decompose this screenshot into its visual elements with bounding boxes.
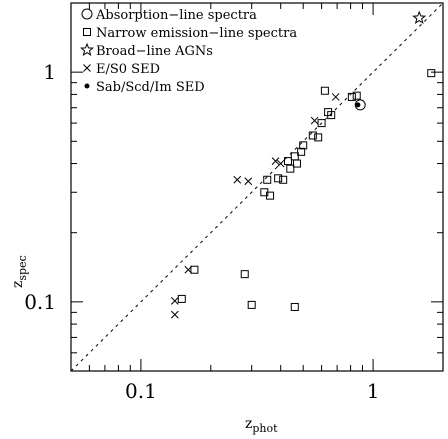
legend-label: E/S0 SED bbox=[96, 62, 160, 77]
data-points bbox=[170, 10, 436, 319]
axis-ticks bbox=[70, 2, 444, 372]
data-point-star bbox=[412, 10, 427, 25]
data-point-square bbox=[347, 92, 356, 101]
data-point-square bbox=[427, 69, 436, 78]
data-point-square bbox=[308, 131, 317, 140]
data-point-square bbox=[190, 265, 199, 274]
legend-label: Absorption−line spectra bbox=[95, 8, 257, 23]
legend-label: Narrow emission−line spectra bbox=[96, 26, 297, 41]
legend-marker-circle bbox=[81, 8, 93, 20]
one-to-one-line bbox=[70, 2, 444, 372]
data-point-square bbox=[283, 157, 292, 166]
data-point-square bbox=[247, 300, 256, 309]
data-point-x bbox=[233, 175, 242, 184]
data-point-dot bbox=[355, 102, 361, 108]
data-point-square bbox=[279, 175, 288, 184]
legend-marker-square bbox=[83, 28, 91, 36]
one-to-one-line-path bbox=[70, 2, 444, 372]
data-point-x bbox=[276, 159, 285, 168]
data-point-square bbox=[297, 147, 306, 156]
data-point-square bbox=[314, 133, 323, 142]
legend: Absorption−line spectra Narrow emission−l… bbox=[80, 8, 297, 95]
x-tick-label: 0.1 bbox=[125, 379, 157, 403]
data-point-x bbox=[271, 157, 280, 165]
data-point-x bbox=[310, 116, 319, 125]
legend-marker-star bbox=[80, 42, 94, 57]
y-axis-label-sub: spec bbox=[16, 255, 29, 280]
data-point-square bbox=[290, 302, 299, 311]
x-axis-label: zphot bbox=[245, 416, 278, 435]
data-point-x bbox=[170, 297, 179, 305]
data-point-square bbox=[286, 164, 295, 173]
tick-labels: 0.1 1 0.1 1 bbox=[24, 60, 379, 403]
y-tick-label: 0.1 bbox=[24, 290, 56, 314]
data-point-square bbox=[327, 111, 336, 120]
data-point-x bbox=[170, 310, 179, 319]
data-point-x bbox=[184, 265, 193, 274]
data-point-square bbox=[240, 270, 249, 279]
plot-frame bbox=[70, 2, 444, 372]
legend-label: Sab/Scd/Im SED bbox=[96, 80, 205, 95]
data-point-square bbox=[292, 159, 301, 168]
y-tick-label: 1 bbox=[43, 60, 56, 84]
y-axis-label-main: z bbox=[10, 281, 26, 288]
x-tick-label: 1 bbox=[367, 379, 380, 403]
legend-label: Broad−line AGNs bbox=[96, 44, 213, 59]
x-axis-label-main: z bbox=[245, 416, 252, 432]
data-point-square bbox=[299, 141, 308, 150]
data-point-square bbox=[317, 119, 326, 128]
data-point-square bbox=[352, 91, 361, 100]
y-axis-label: zspec bbox=[10, 255, 29, 288]
data-point-square bbox=[274, 174, 283, 183]
x-axis-label-sub: phot bbox=[252, 422, 278, 435]
data-point-square bbox=[266, 191, 275, 200]
data-point-square bbox=[320, 86, 329, 95]
data-point-circle bbox=[354, 99, 366, 111]
data-point-x bbox=[244, 177, 253, 186]
data-point-x bbox=[331, 93, 340, 101]
data-point-square bbox=[263, 175, 272, 184]
legend-marker-dot bbox=[84, 83, 90, 89]
data-point-square bbox=[177, 294, 186, 303]
legend-marker-x bbox=[83, 64, 91, 72]
